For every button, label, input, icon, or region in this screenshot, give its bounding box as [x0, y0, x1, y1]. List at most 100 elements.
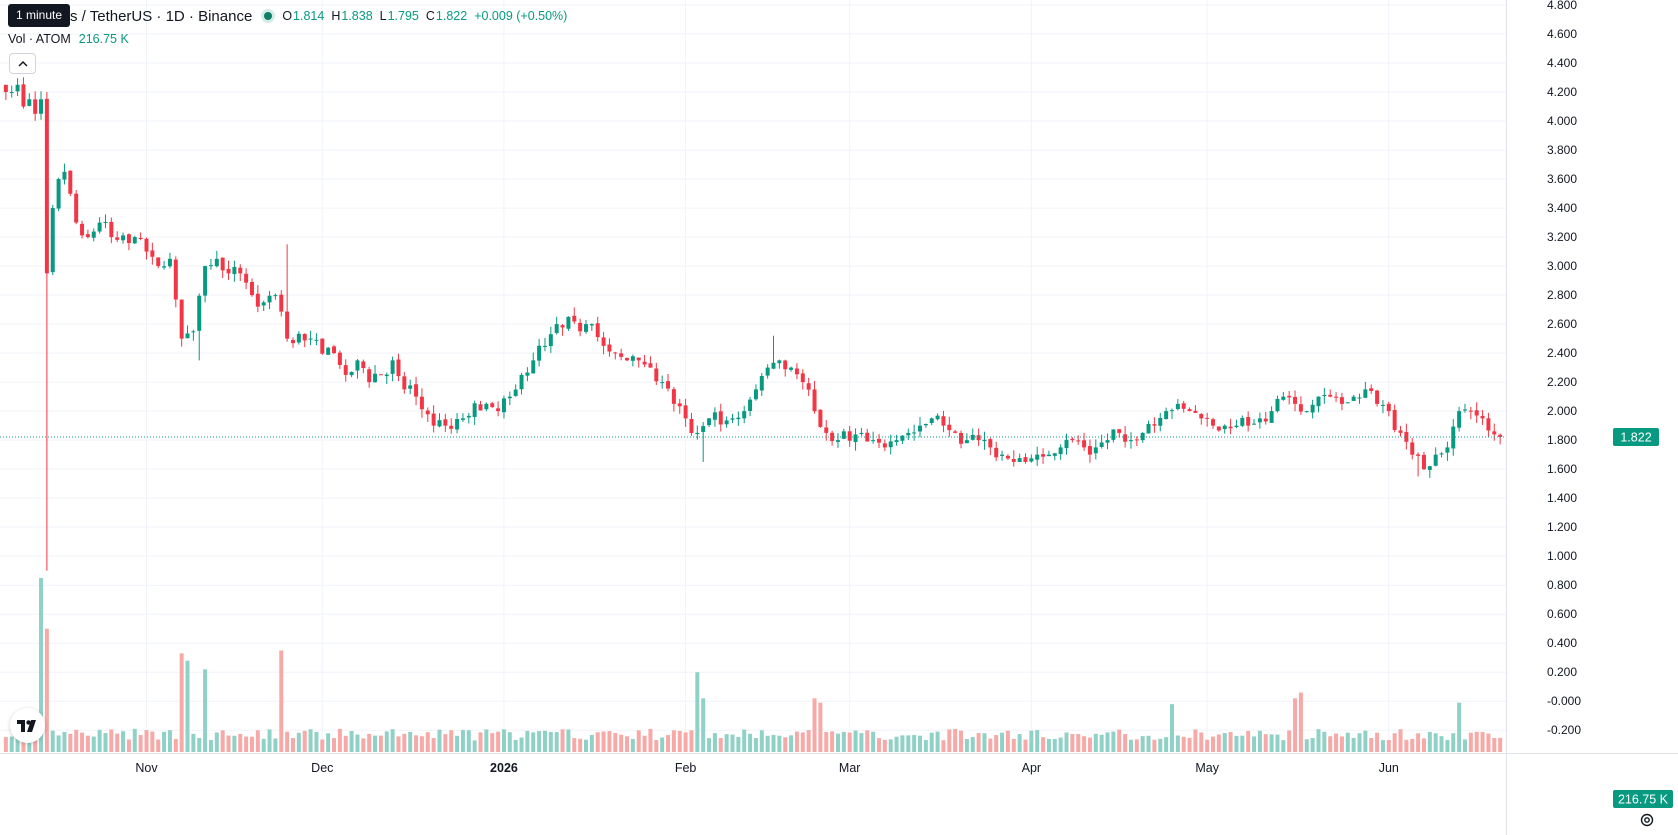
volume-bar: [226, 735, 231, 752]
volume-bar: [1158, 738, 1163, 752]
gear-icon[interactable]: [1639, 812, 1655, 828]
candle-body: [1005, 455, 1010, 459]
candle-body: [378, 374, 383, 376]
candle-body: [332, 346, 337, 354]
candle-body: [537, 345, 542, 361]
volume-bar: [33, 738, 38, 752]
candle-body: [167, 258, 172, 267]
volume-bar: [1480, 731, 1485, 752]
candle-body: [1357, 397, 1362, 399]
candle-body: [367, 369, 372, 383]
volume-bar: [1345, 732, 1350, 752]
volume-bar: [912, 735, 917, 752]
volume-bar: [542, 730, 547, 752]
candle-body: [1433, 454, 1438, 466]
candle-body: [1257, 418, 1262, 423]
volume-bar: [1099, 734, 1104, 752]
candle-body: [806, 383, 811, 390]
y-tick-label: 4.200: [1547, 85, 1577, 99]
candle-body: [1293, 396, 1298, 404]
candle-body: [1181, 403, 1186, 409]
volume-bar: [613, 732, 618, 752]
volume-bar: [39, 577, 44, 752]
volume-bar: [1439, 736, 1444, 752]
volume-bar: [1304, 739, 1309, 752]
volume-bar: [214, 732, 219, 752]
candle-body: [701, 426, 706, 432]
volume-bar: [419, 736, 424, 752]
tradingview-logo-icon[interactable]: [10, 708, 45, 743]
volume-bar: [220, 730, 225, 752]
candle-body: [1205, 417, 1210, 419]
volume-bar: [50, 730, 55, 752]
candle-body: [753, 389, 758, 400]
interval-tooltip: 1 minute: [8, 4, 71, 27]
candle-body: [1099, 442, 1104, 447]
candle-body: [1064, 439, 1069, 449]
candle-body: [267, 295, 272, 303]
candle-body: [683, 405, 688, 419]
volume-bar: [824, 732, 829, 752]
y-tick-label: 3.400: [1547, 201, 1577, 215]
open-label: O: [282, 9, 293, 23]
candle-body: [478, 404, 483, 411]
candle-body: [208, 265, 213, 267]
volume-bar: [443, 734, 448, 752]
volume-bar: [818, 702, 823, 752]
volume-bar: [1398, 729, 1403, 752]
candle-body: [191, 331, 196, 333]
candle-body: [74, 193, 79, 223]
symbol-title[interactable]: s / TetherUS · 1D · Binance: [70, 7, 253, 25]
volume-bar: [578, 738, 583, 752]
candle-body: [1058, 447, 1063, 455]
candle-body: [162, 266, 167, 268]
candle-body: [466, 415, 471, 418]
volume-bar: [390, 729, 395, 752]
volume-bar: [1041, 737, 1046, 752]
volume-label[interactable]: Vol · ATOM: [8, 32, 71, 46]
candle-body: [291, 339, 295, 344]
volume-value: 216.75 K: [78, 32, 129, 46]
open-value: 1.814: [293, 9, 325, 23]
candle-body: [460, 418, 465, 420]
candle-body: [402, 376, 407, 390]
volume-bar: [1404, 739, 1409, 752]
candle-body: [1093, 447, 1098, 454]
candle-body: [425, 410, 430, 415]
y-tick-label: 3.800: [1547, 143, 1577, 157]
candle-body: [589, 324, 594, 326]
symbol-legend: s / TetherUS · 1D · Binance O1.814 H1.83…: [8, 6, 567, 26]
y-tick-label: 1.000: [1547, 549, 1577, 563]
volume-bar: [572, 738, 577, 752]
volume-bar: [513, 739, 518, 752]
candle-body: [625, 357, 630, 361]
candle-body: [103, 221, 108, 223]
volume-bar: [396, 736, 401, 752]
candle-body: [853, 434, 858, 443]
volume-bar: [1093, 733, 1098, 752]
collapse-legend-button[interactable]: [9, 53, 36, 74]
volume-bar: [724, 734, 729, 752]
candle-body: [1281, 396, 1286, 400]
volume-bar: [103, 733, 108, 752]
candle-body: [449, 425, 454, 429]
candle-body: [1380, 404, 1385, 406]
volume-bar: [894, 736, 899, 752]
volume-bar: [1181, 736, 1186, 752]
candle-body: [759, 376, 764, 391]
volume-bar: [355, 734, 360, 752]
candle-body: [261, 302, 266, 306]
change-value: +0.009 (+0.50%): [474, 9, 568, 23]
candle-body: [156, 257, 161, 267]
candle-body: [912, 432, 917, 434]
volume-bar: [501, 729, 506, 752]
candle-body: [812, 389, 817, 412]
candle-body: [847, 431, 852, 441]
candle-body: [1123, 434, 1128, 442]
volume-bar: [15, 732, 20, 752]
volume-bar: [414, 735, 419, 752]
volume-bar: [378, 735, 383, 752]
volume-bar: [1152, 739, 1157, 752]
volume-bar: [1357, 733, 1362, 752]
